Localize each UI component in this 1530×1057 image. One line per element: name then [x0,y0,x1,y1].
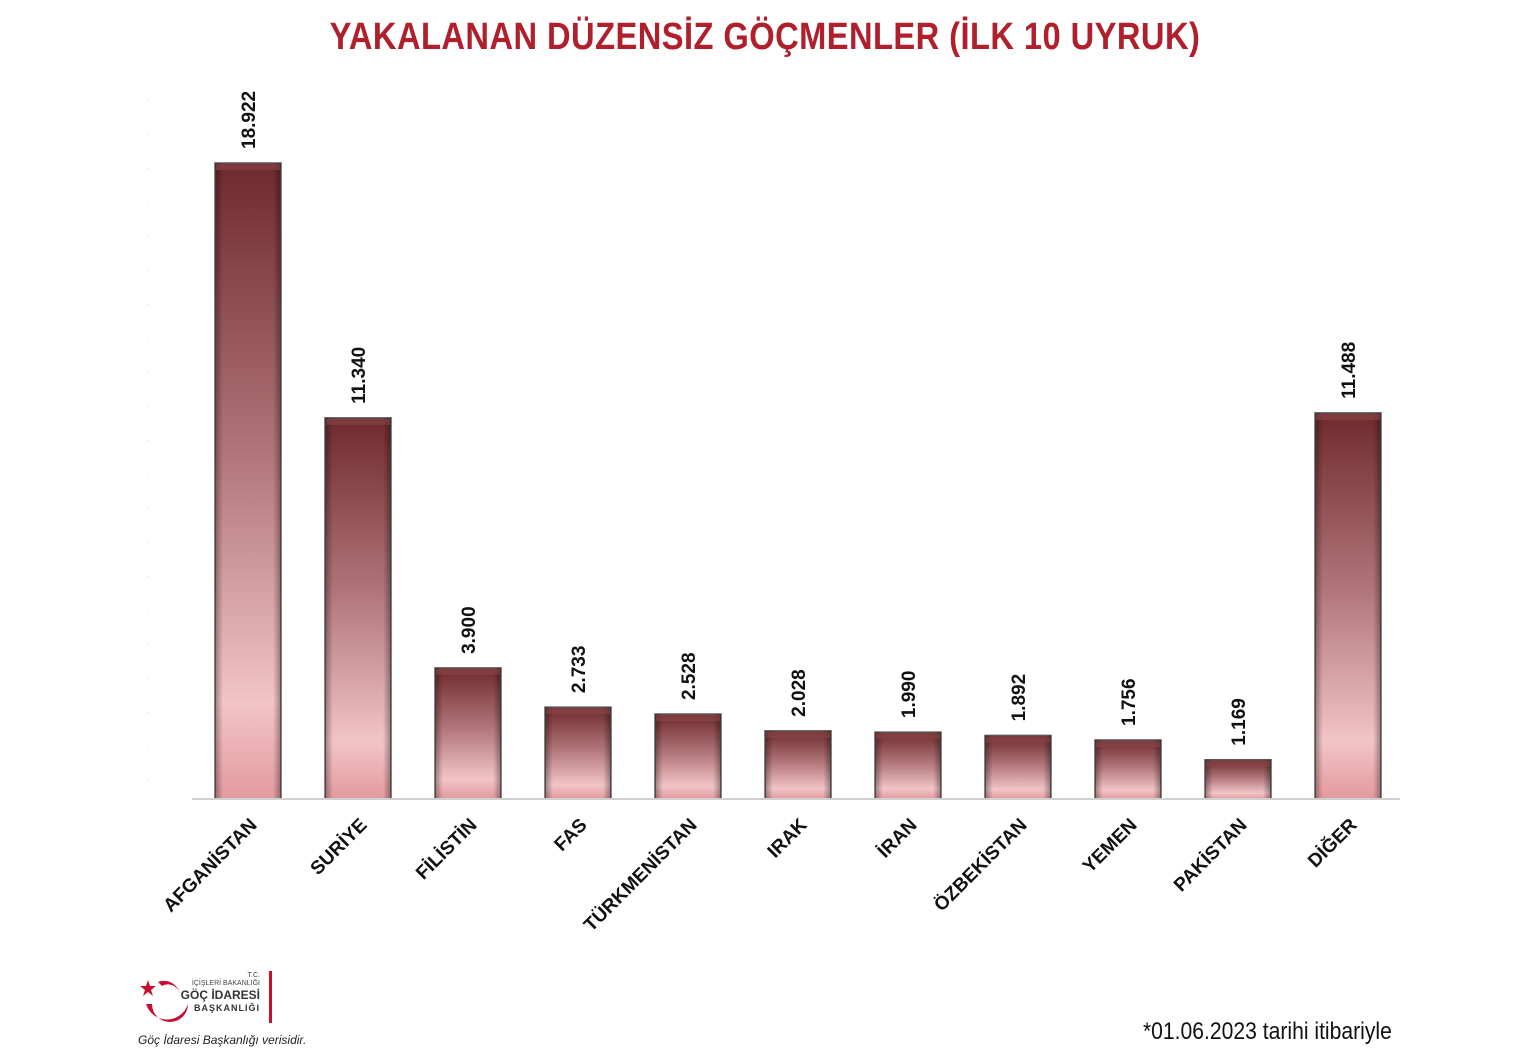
crescent-star-emblem-icon [140,980,188,1022]
category-label-4: TÜRKMENİSTAN [580,815,701,936]
bar-bevel-9 [1206,760,1270,767]
category-label-5: IRAK [764,814,812,862]
goc-idaresi-logo: T.C. İÇİŞLERİ BAKANLIĞI GÖÇ İDARESİ BAŞK… [138,968,288,1028]
source-note: Göç İdaresi Başkanlığı verisidir. [138,1033,307,1047]
logo-tc: T.C. [247,972,260,979]
date-note: *01.06.2023 tarihi itibariyle [1143,1018,1392,1045]
logo-directorate: GÖÇ İDARESİ [180,988,260,1002]
bar-bevel-5 [766,731,830,738]
category-label-10: DİĞER [1303,814,1361,872]
category-label-7: ÖZBEKİSTAN [930,815,1031,916]
logo-divider [269,971,272,1023]
bar-bevel-7 [986,736,1050,743]
bar-shade-0 [215,163,281,799]
category-label-2: FİLİSTİN [412,815,481,884]
value-label-3: 2.733 [569,646,590,694]
bar-shade-8 [1095,739,1161,799]
category-label-1: SURİYE [307,815,372,880]
logo-ministry: İÇİŞLERİ BAKANLIĞI [191,980,260,987]
bar-shade-6 [875,732,941,799]
bar-shade-2 [435,667,501,799]
category-label-0: AFGANİSTAN [160,815,262,917]
chart-title: YAKALANAN DÜZENSİZ GÖÇMENLER (İLK 10 UYR… [329,16,1201,58]
bar-bevel-2 [436,668,500,675]
bar-bevel-6 [876,733,940,740]
bar-bevel-10 [1316,413,1380,420]
bar-shade-3 [545,707,611,799]
bar-bevel-8 [1096,740,1160,747]
bar-shade-1 [325,417,391,799]
bar-shade-5 [765,730,831,799]
logo-presidency: BAŞKANLIĞI [194,1003,260,1013]
value-label-9: 1.169 [1229,698,1250,746]
value-label-5: 2.028 [789,669,810,717]
value-label-6: 1.990 [899,671,920,719]
value-label-0: 18.922 [239,91,260,149]
bar-bevel-1 [326,418,390,425]
category-label-6: İRAN [874,815,922,863]
bar-shade-7 [985,735,1051,799]
bar-bevel-4 [656,715,720,722]
category-label-3: FAS [551,815,592,856]
value-label-4: 2.528 [679,652,700,700]
category-label-9: PAKİSTAN [1170,815,1252,897]
value-label-10: 11.488 [1339,342,1360,399]
value-label-2: 3.900 [459,606,480,654]
value-label-8: 1.756 [1119,678,1140,726]
bar-shade-4 [655,714,721,799]
bar-bevel-0 [216,164,280,170]
value-label-1: 11.340 [349,347,370,404]
category-label-8: YEMEN [1079,815,1142,878]
bar-shade-10 [1315,412,1381,799]
value-label-7: 1.892 [1009,674,1030,722]
bar-bevel-3 [546,708,610,715]
